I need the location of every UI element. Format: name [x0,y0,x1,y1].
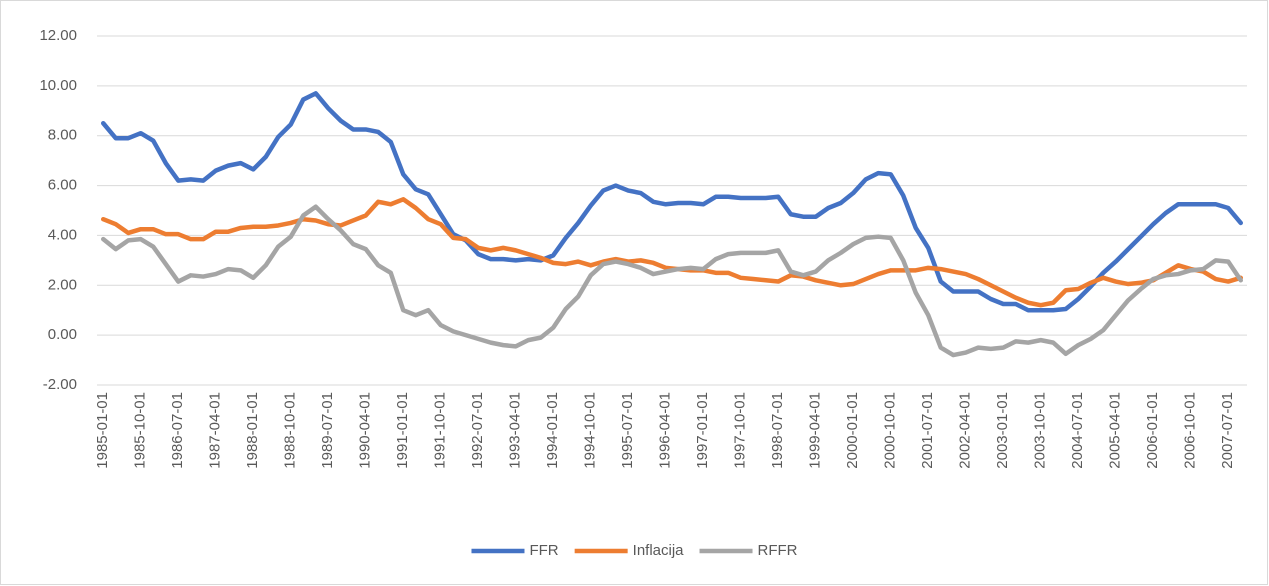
legend: FFR Inflacija RFFR [471,542,798,559]
x-tick-label: 2004-07-01 [1069,392,1086,469]
x-tick-label: 1990-04-01 [357,392,374,469]
x-tick-label: 1993-04-01 [507,392,524,469]
x-tick-label: 1986-07-01 [169,392,186,469]
x-tick-label: 1996-04-01 [657,392,674,469]
x-tick-label: 1994-01-01 [544,392,561,469]
x-tick-label: 2000-10-01 [882,392,899,469]
series-line [101,204,1243,358]
y-tick-label: 4.00 [48,226,77,243]
x-tick-label: 2007-07-01 [1219,392,1236,469]
y-tick-label: 12.00 [39,27,77,44]
x-tick-label: 1989-07-01 [319,392,336,469]
x-tick-label: 1992-07-01 [469,392,486,469]
x-tick-label: 2000-01-01 [844,392,861,469]
y-tick-label: 2.00 [48,276,77,293]
y-tick-label: 10.00 [39,77,77,94]
x-tick-label: 2003-10-01 [1032,392,1049,469]
legend-label: Inflacija [633,542,685,559]
x-tick-label: 1994-10-01 [582,392,599,469]
x-tick-label: 2003-01-01 [994,392,1011,469]
x-tick-label: 2006-01-01 [1144,392,1161,469]
x-tick-label: 2001-07-01 [919,392,936,469]
x-tick-label: 1987-04-01 [207,392,224,469]
x-tick-label: 2006-10-01 [1182,392,1199,469]
x-tick-label: 1991-01-01 [394,392,411,469]
y-tick-label: 0.00 [48,326,77,343]
x-tick-label: 1985-10-01 [132,392,149,469]
x-tick-label: 1995-07-01 [619,392,636,469]
y-tick-label: 6.00 [48,177,77,194]
x-tick-label: 1988-10-01 [282,392,299,469]
x-tick-label: 1999-04-01 [807,392,824,469]
x-tick-label: 1997-10-01 [732,392,749,469]
legend-label: FFR [529,542,558,559]
x-tick-label: 1988-01-01 [244,392,261,469]
x-tick-label: 1991-10-01 [432,392,449,469]
x-tick-label: 1985-01-01 [94,392,111,469]
x-tick-label: 2002-04-01 [957,392,974,469]
legend-label: RFFR [758,542,798,559]
x-tick-label: 2005-04-01 [1107,392,1124,469]
y-tick-label: -2.00 [43,376,77,393]
y-tick-label: 8.00 [48,127,77,144]
x-tick-label: 1997-01-01 [694,392,711,469]
series-line [101,91,1243,313]
x-tick-label: 1998-07-01 [769,392,786,469]
